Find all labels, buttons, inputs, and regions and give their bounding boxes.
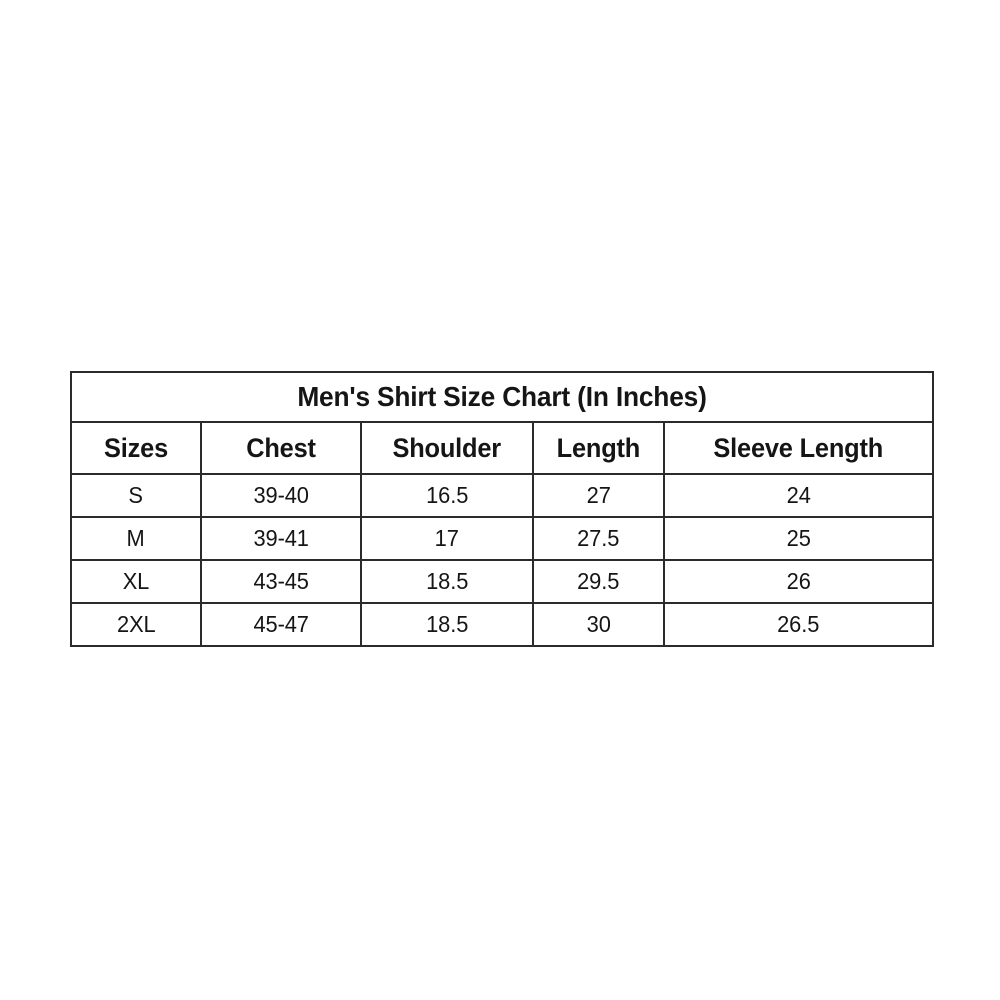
cell-length: 30 [532,602,665,647]
cell-length-value: 30 [586,611,611,637]
cell-shoulder-value: 17 [434,525,460,551]
cell-length-value: 27.5 [577,525,620,551]
cell-shoulder: 16.5 [360,473,534,518]
column-header-shoulder: Shoulder [360,421,534,475]
table-header-row: Sizes Chest Shoulder Length Sleeve Lengt… [70,421,934,475]
cell-size-value: M [126,525,146,551]
table-row: XL 43-45 18.5 29.5 26 [70,559,934,604]
cell-length: 27 [532,473,665,518]
column-header-chest: Chest [200,421,362,475]
cell-chest-value: 39-40 [253,482,309,508]
column-header-sleeve-length: Sleeve Length [663,421,934,475]
cell-sleeve-length-value: 26.5 [777,611,820,637]
cell-chest: 45-47 [200,602,362,647]
size-chart-table: Men's Shirt Size Chart (In Inches) Sizes… [70,371,934,647]
cell-sleeve-length-value: 26 [786,568,811,594]
cell-shoulder: 18.5 [360,602,534,647]
cell-size: XL [70,559,202,604]
cell-shoulder-value: 18.5 [425,568,469,594]
cell-chest: 39-41 [200,516,362,561]
page-title: Men's Shirt Size Chart (In Inches) [95,371,909,423]
cell-length-value: 27 [586,482,611,508]
cell-size-value: XL [122,568,150,594]
column-header-length: Length [532,421,665,475]
cell-sleeve-length-value: 24 [786,482,811,508]
column-header-shoulder-label: Shoulder [392,432,502,463]
cell-length: 29.5 [532,559,665,604]
cell-chest-value: 45-47 [253,611,309,637]
cell-sleeve-length: 25 [663,516,934,561]
column-header-chest-label: Chest [246,432,316,463]
cell-shoulder-value: 16.5 [425,482,469,508]
cell-size: 2XL [70,602,202,647]
column-header-length-label: Length [556,432,641,463]
cell-chest-value: 39-41 [253,525,309,551]
column-header-sizes-label: Sizes [104,432,168,463]
size-chart-container: Men's Shirt Size Chart (In Inches) Sizes… [70,371,934,647]
cell-sleeve-length: 26.5 [663,602,934,647]
cell-size-value: S [128,482,144,508]
cell-length-value: 29.5 [577,568,620,594]
cell-chest: 43-45 [200,559,362,604]
cell-size-value: 2XL [116,611,156,637]
cell-sleeve-length: 24 [663,473,934,518]
cell-size: M [70,516,202,561]
cell-length: 27.5 [532,516,665,561]
cell-chest-value: 43-45 [253,568,309,594]
table-row: 2XL 45-47 18.5 30 26.5 [70,602,934,647]
table-row: M 39-41 17 27.5 25 [70,516,934,561]
cell-size: S [70,473,202,518]
table-row: S 39-40 16.5 27 24 [70,473,934,518]
column-header-sizes: Sizes [70,421,202,475]
column-header-sleeve-length-label: Sleeve Length [713,432,884,463]
cell-shoulder-value: 18.5 [425,611,469,637]
cell-shoulder: 18.5 [360,559,534,604]
cell-sleeve-length: 26 [663,559,934,604]
cell-sleeve-length-value: 25 [786,525,811,551]
table-title-row: Men's Shirt Size Chart (In Inches) [71,371,933,423]
cell-chest: 39-40 [200,473,362,518]
cell-shoulder: 17 [360,516,534,561]
